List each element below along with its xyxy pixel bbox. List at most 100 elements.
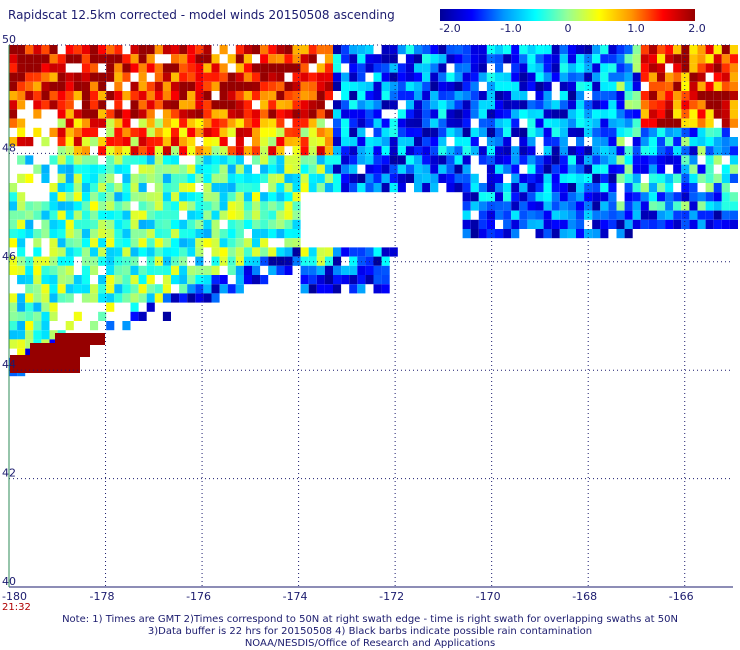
wind-cell	[49, 330, 58, 340]
wind-cell	[187, 91, 196, 101]
wind-cell	[559, 155, 568, 165]
wind-cell	[657, 210, 666, 220]
wind-cell	[171, 219, 180, 229]
wind-cell	[154, 210, 163, 220]
wind-cell	[211, 229, 220, 239]
wind-cell	[73, 81, 82, 91]
wind-cell	[414, 155, 423, 165]
wind-cell	[397, 173, 406, 183]
wind-cell	[243, 91, 252, 101]
wind-cell	[341, 265, 350, 275]
wind-cell	[90, 63, 99, 73]
wind-cell	[503, 127, 512, 137]
wind-cell	[495, 109, 504, 119]
wind-cell	[154, 219, 163, 229]
wind-cell	[462, 201, 471, 211]
wind-cell	[90, 321, 99, 331]
wind-cell	[49, 311, 58, 321]
wind-cell	[187, 63, 196, 73]
wind-cell	[292, 173, 301, 183]
wind-cell	[430, 91, 439, 101]
wind-cell	[98, 146, 107, 156]
wind-cell	[211, 256, 220, 266]
colorbar	[440, 9, 695, 21]
wind-cell	[203, 265, 212, 275]
wind-cell	[81, 137, 90, 147]
wind-cell	[365, 63, 374, 73]
wind-cell	[422, 183, 431, 193]
wind-cell	[57, 63, 66, 73]
wind-cell	[519, 201, 528, 211]
wind-cell	[98, 72, 107, 82]
wind-cell	[203, 183, 212, 193]
wind-cell	[681, 173, 690, 183]
wind-cell	[681, 192, 690, 202]
wind-cell	[17, 302, 26, 312]
wind-cell	[90, 109, 99, 119]
wind-cell	[616, 173, 625, 183]
wind-cell	[114, 127, 123, 137]
wind-cell	[235, 54, 244, 64]
wind-cell	[25, 54, 34, 64]
wind-cell	[179, 293, 188, 303]
wind-cell	[138, 275, 147, 285]
wind-cell	[203, 118, 212, 128]
wind-cell	[235, 118, 244, 128]
wind-cell	[243, 164, 252, 174]
wind-cell	[260, 100, 269, 110]
wind-cell	[503, 192, 512, 202]
wind-cell	[543, 137, 552, 147]
wind-cell	[235, 81, 244, 91]
wind-cell	[171, 247, 180, 257]
wind-cell	[114, 164, 123, 174]
wind-cell	[511, 229, 520, 239]
wind-cell	[162, 173, 171, 183]
wind-cell	[697, 100, 706, 110]
wind-cell	[162, 238, 171, 248]
wind-cell	[527, 127, 536, 137]
wind-cell	[98, 210, 107, 220]
wind-cell	[324, 45, 333, 55]
wind-cell	[154, 81, 163, 91]
wind-cell	[527, 183, 536, 193]
wind-cell	[260, 173, 269, 183]
wind-cell	[689, 146, 698, 156]
wind-cell	[268, 183, 277, 193]
wind-cell	[130, 265, 139, 275]
wind-cell	[98, 118, 107, 128]
wind-cell	[365, 146, 374, 156]
wind-cell	[665, 219, 674, 229]
wind-cell	[57, 275, 66, 285]
wind-cell	[300, 54, 309, 64]
wind-cell	[81, 293, 90, 303]
wind-cell	[705, 127, 714, 137]
wind-cell	[681, 109, 690, 119]
wind-cell	[114, 146, 123, 156]
wind-cell	[640, 63, 649, 73]
wind-cell	[397, 72, 406, 82]
wind-cell	[17, 100, 26, 110]
wind-cell	[648, 109, 657, 119]
wind-cell	[235, 238, 244, 248]
wind-cell	[648, 118, 657, 128]
wind-cell	[179, 146, 188, 156]
wind-cell	[276, 229, 285, 239]
wind-cell	[324, 137, 333, 147]
wind-cell	[162, 91, 171, 101]
wind-cell	[470, 109, 479, 119]
wind-cell	[608, 100, 617, 110]
wind-cell	[243, 146, 252, 156]
wind-cell	[41, 54, 50, 64]
wind-cell	[567, 219, 576, 229]
wind-cell	[697, 137, 706, 147]
wind-cell	[114, 229, 123, 239]
wind-cell	[260, 63, 269, 73]
wind-cell	[632, 192, 641, 202]
wind-cell	[567, 100, 576, 110]
wind-cell	[25, 72, 34, 82]
wind-cell	[41, 302, 50, 312]
wind-cell	[284, 63, 293, 73]
wind-cell	[373, 173, 382, 183]
wind-cell	[171, 91, 180, 101]
wind-cell	[341, 54, 350, 64]
